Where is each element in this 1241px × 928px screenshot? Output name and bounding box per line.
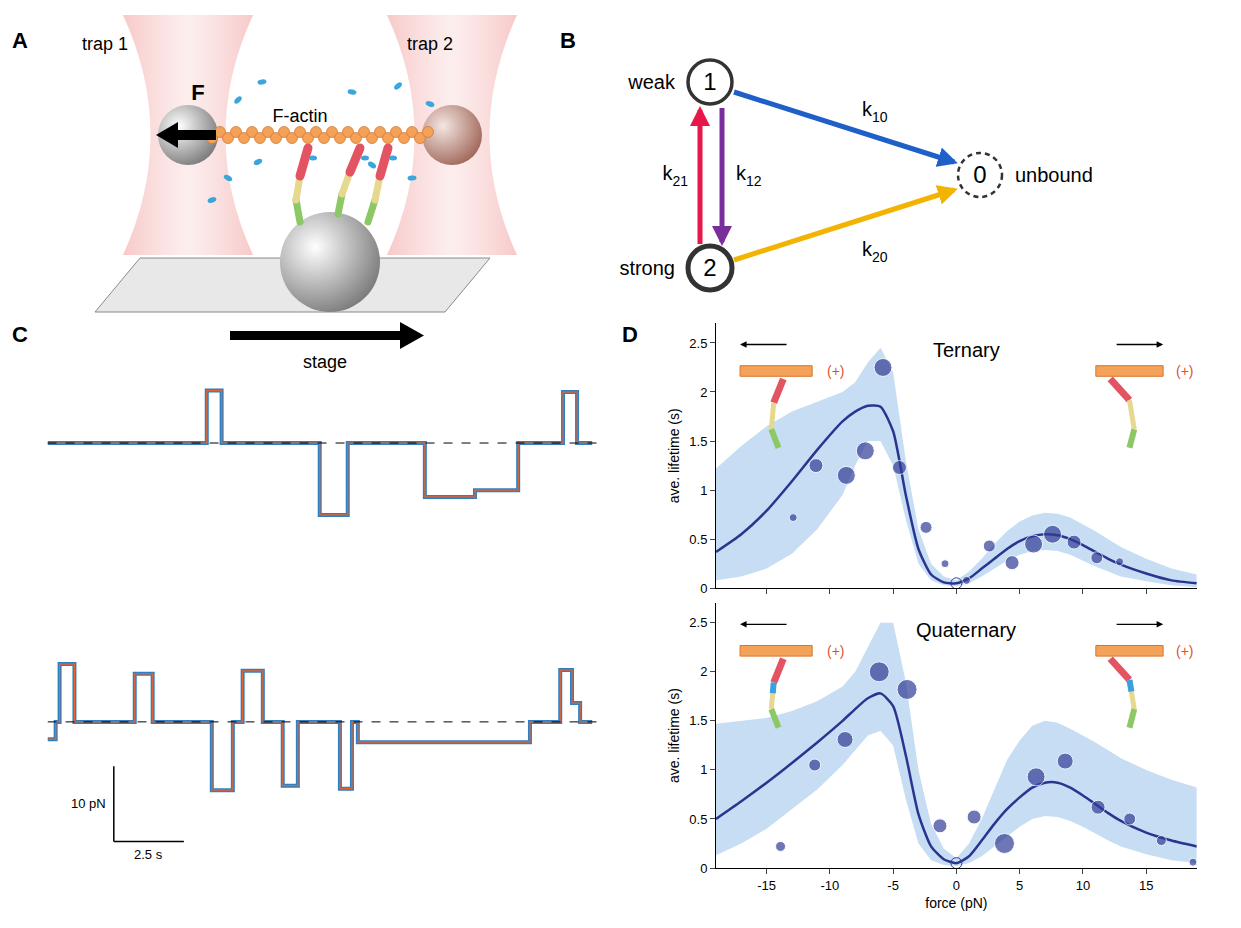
svg-text:2.5: 2.5	[689, 335, 707, 350]
svg-text:0: 0	[700, 581, 707, 596]
svg-text:force (pN): force (pN)	[925, 895, 987, 911]
svg-text:unbound: unbound	[1015, 164, 1093, 186]
svg-text:2.5: 2.5	[689, 615, 707, 630]
svg-text:Quaternary: Quaternary	[916, 619, 1016, 641]
svg-text:stage: stage	[303, 352, 347, 372]
svg-text:5: 5	[1016, 878, 1023, 893]
svg-text:A: A	[12, 28, 28, 53]
svg-text:k12: k12	[736, 162, 762, 189]
svg-text:15: 15	[1139, 878, 1153, 893]
svg-text:0: 0	[973, 161, 986, 188]
svg-text:2: 2	[700, 664, 707, 679]
svg-text:ave. lifetime (s): ave. lifetime (s)	[666, 408, 682, 503]
html-text:C: C	[12, 322, 28, 347]
svg-text:F-actin: F-actin	[272, 106, 327, 126]
svg-text:0.5: 0.5	[689, 812, 707, 827]
svg-text:1.5: 1.5	[689, 434, 707, 449]
svg-text:weak: weak	[627, 71, 676, 93]
svg-text:1.5: 1.5	[689, 713, 707, 728]
svg-text:k20: k20	[862, 238, 888, 265]
svg-text:(+): (+)	[1176, 363, 1194, 379]
svg-text:strong: strong	[619, 257, 675, 279]
svg-text:B: B	[560, 28, 576, 53]
svg-text:10: 10	[1076, 878, 1090, 893]
svg-text:2.5 s: 2.5 s	[134, 847, 163, 862]
svg-text:0: 0	[700, 861, 707, 876]
svg-text:2: 2	[703, 254, 716, 281]
svg-text:(+): (+)	[827, 363, 845, 379]
svg-text:(+): (+)	[1176, 643, 1194, 659]
html-text:D: D	[622, 322, 638, 347]
svg-text:0: 0	[953, 878, 960, 893]
svg-text:k21: k21	[662, 162, 688, 189]
svg-text:F: F	[191, 80, 204, 105]
svg-text:10 pN: 10 pN	[71, 796, 106, 811]
svg-text:2: 2	[700, 385, 707, 400]
svg-text:1: 1	[700, 483, 707, 498]
svg-text:k10: k10	[862, 98, 888, 125]
svg-text:trap 2: trap 2	[407, 34, 453, 54]
svg-text:0.5: 0.5	[689, 532, 707, 547]
svg-text:(+): (+)	[827, 643, 845, 659]
svg-text:-15: -15	[757, 878, 776, 893]
svg-text:1: 1	[700, 762, 707, 777]
svg-text:trap 1: trap 1	[82, 34, 128, 54]
svg-text:-10: -10	[820, 878, 839, 893]
svg-text:1: 1	[703, 68, 716, 95]
svg-text:ave. lifetime (s): ave. lifetime (s)	[666, 688, 682, 783]
svg-text:Ternary: Ternary	[933, 339, 1000, 361]
svg-text:-5: -5	[887, 878, 899, 893]
